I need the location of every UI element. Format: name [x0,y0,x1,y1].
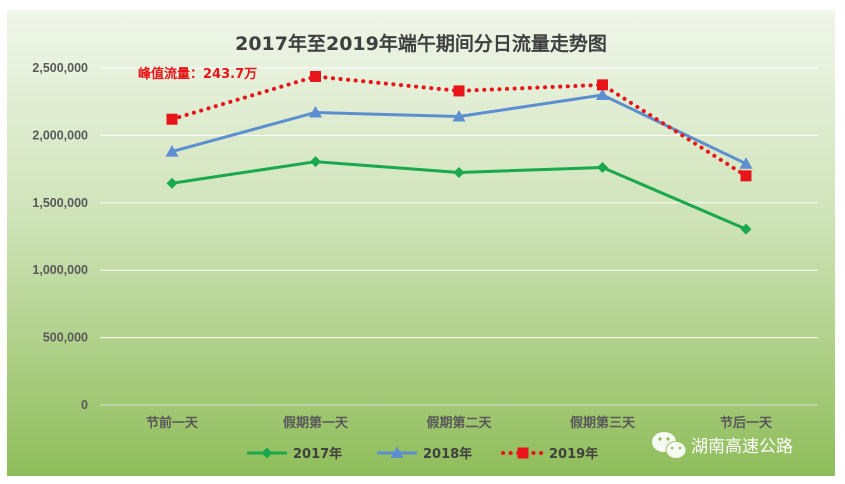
x-tick-label: 节前一天 [146,415,199,431]
data-point [452,110,466,122]
y-tick-label: 0 [81,398,88,412]
x-tick-label: 假期第一天 [283,415,349,431]
watermark-text: 湖南高速公路 [691,437,793,457]
peak-annotation: 峰值流量：243.7万 [138,66,257,82]
series-markers [165,70,753,235]
data-point [453,85,465,97]
y-tick-label: 1,500,000 [32,196,88,210]
wechat-icon [652,432,687,459]
data-point [310,156,321,168]
data-point [740,223,752,235]
watermark: 湖南高速公路 [652,432,793,459]
y-tick-label: 2,000,000 [32,128,88,142]
chart-background [7,10,835,476]
x-tick-label: 节后一天 [720,415,773,431]
chart-title: 2017年至2019年端午期间分日流量走势图 [235,32,607,55]
data-point [597,161,608,173]
legend: 2017年 2018年 2019年 [247,446,598,462]
data-point [739,157,753,169]
legend-label: 2017年 [293,446,342,462]
series-line-2 [170,74,748,178]
legend-swatch-marker [261,447,273,459]
legend-label: 2018年 [423,446,472,462]
x-tick-label: 假期第二天 [426,415,492,431]
data-point [166,113,178,125]
x-axis-ticks: 节前一天 假期第一天 假期第二天 假期第三天 节后一天 [146,415,773,431]
data-point [165,145,179,157]
legend-label: 2019年 [549,446,598,462]
y-tick-label: 1,000,000 [32,263,88,277]
data-point [309,105,322,118]
data-point [310,70,321,82]
x-tick-label: 假期第三天 [570,415,636,431]
data-point [453,166,465,178]
y-tick-label: 2,500,000 [32,61,88,75]
data-point [740,170,752,182]
gridlines [100,67,818,406]
legend-swatch-marker [517,447,529,459]
data-point [166,177,178,189]
legend-swatch-marker [390,446,404,458]
data-point [597,79,608,91]
y-tick-label: 500,000 [43,331,88,345]
data-point [596,88,609,100]
y-axis-ticks: 0 500,000 1,000,000 1,500,000 2,000,000 2,500… [32,61,88,412]
